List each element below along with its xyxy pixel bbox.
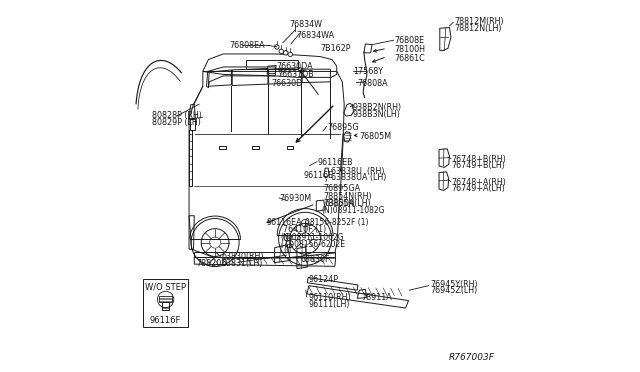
Text: 76808EA: 76808EA: [229, 41, 265, 50]
Text: 76805M: 76805M: [360, 132, 392, 141]
Text: 76834W: 76834W: [289, 20, 323, 29]
Text: 96110(RH): 96110(RH): [308, 293, 351, 302]
Text: 938B3N(LH): 938B3N(LH): [353, 110, 401, 119]
Text: 96124P: 96124P: [308, 275, 338, 284]
Text: 76895G: 76895G: [328, 123, 359, 132]
Text: 63831(LH): 63831(LH): [221, 259, 262, 268]
Text: 76749+B(LH): 76749+B(LH): [452, 161, 506, 170]
Text: (N)08911-1082G: (N)08911-1082G: [321, 206, 385, 215]
Circle shape: [275, 45, 279, 49]
Text: 78812M(RH): 78812M(RH): [454, 17, 504, 26]
Text: 96116F: 96116F: [150, 316, 181, 325]
Text: 63830F: 63830F: [301, 255, 330, 264]
Text: (N)08911-1062G: (N)08911-1062G: [280, 233, 344, 242]
Text: 78854N(RH): 78854N(RH): [323, 192, 372, 201]
Text: 76631DB: 76631DB: [278, 70, 314, 79]
Text: 76410F (1): 76410F (1): [283, 225, 326, 234]
Text: 76895GA: 76895GA: [323, 185, 360, 193]
Text: 76808E: 76808E: [394, 36, 424, 45]
Text: (I): (I): [284, 246, 292, 255]
Text: 76834WA: 76834WA: [296, 31, 334, 40]
Text: 76930M: 76930M: [280, 194, 312, 203]
Text: 78855N(LH): 78855N(LH): [323, 199, 371, 208]
Text: 08156-8252F (1): 08156-8252F (1): [305, 218, 369, 227]
Text: 96111(LH): 96111(LH): [308, 300, 349, 309]
Circle shape: [284, 51, 288, 55]
Text: 76945Y(RH): 76945Y(RH): [430, 280, 477, 289]
Circle shape: [288, 52, 292, 57]
Text: 76748+A(RH): 76748+A(RH): [452, 178, 507, 187]
Text: 80829P (LH): 80829P (LH): [152, 118, 201, 126]
Text: (1) 08156-6202E: (1) 08156-6202E: [280, 240, 344, 248]
Text: N: N: [286, 235, 289, 240]
Circle shape: [279, 49, 284, 54]
Text: W/O STEP: W/O STEP: [145, 283, 186, 292]
Text: 78911A: 78911A: [361, 293, 392, 302]
Text: 7B162P: 7B162P: [321, 44, 351, 53]
Text: 938B2N(RH): 938B2N(RH): [353, 103, 402, 112]
Text: 63830A: 63830A: [324, 199, 355, 208]
Text: 80828P (RH): 80828P (RH): [152, 111, 202, 120]
Text: 76861C: 76861C: [394, 54, 425, 62]
Text: 76630D: 76630D: [271, 79, 302, 88]
Text: 96116EB: 96116EB: [318, 158, 353, 167]
Text: 76945Z(LH): 76945Z(LH): [430, 286, 477, 295]
Text: 63838UA (LH): 63838UA (LH): [331, 173, 387, 182]
Text: 96116E: 96116E: [303, 171, 333, 180]
Text: 78812N(LH): 78812N(LH): [454, 24, 502, 33]
Text: 76808A: 76808A: [357, 79, 388, 88]
Text: 63830(RH): 63830(RH): [221, 252, 264, 261]
Text: 76630DA: 76630DA: [276, 62, 313, 71]
Text: 76749+A(LH): 76749+A(LH): [452, 185, 506, 193]
Text: 96116EA: 96116EA: [266, 218, 302, 227]
Text: 76748+B(RH): 76748+B(RH): [452, 155, 507, 164]
Bar: [143, 279, 188, 327]
Text: 17568Y: 17568Y: [353, 67, 383, 76]
Text: 78820D: 78820D: [196, 259, 228, 268]
Text: R767003F: R767003F: [449, 353, 495, 362]
Text: 63838U  (RH): 63838U (RH): [331, 167, 385, 176]
Text: 78100H: 78100H: [394, 45, 426, 54]
